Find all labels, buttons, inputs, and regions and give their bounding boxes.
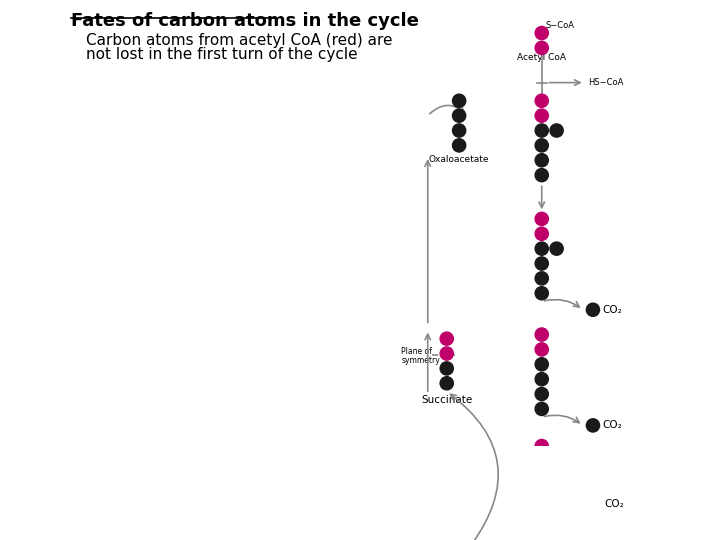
Text: Acetyl CoA: Acetyl CoA — [517, 53, 566, 62]
Circle shape — [535, 328, 549, 341]
Text: Plane of: Plane of — [401, 347, 432, 355]
Circle shape — [452, 109, 466, 122]
Circle shape — [535, 242, 549, 255]
Text: Carbon atoms from acetyl CoA (red) are: Carbon atoms from acetyl CoA (red) are — [86, 33, 392, 48]
Circle shape — [535, 357, 549, 371]
Text: CO₂: CO₂ — [603, 421, 623, 430]
Circle shape — [535, 257, 549, 270]
Circle shape — [535, 287, 549, 300]
Text: Fates of carbon atoms in the cycle: Fates of carbon atoms in the cycle — [71, 12, 419, 30]
Circle shape — [535, 227, 549, 240]
Circle shape — [535, 402, 549, 415]
Circle shape — [535, 454, 549, 468]
Circle shape — [586, 303, 600, 316]
Text: not lost in the first turn of the cycle: not lost in the first turn of the cycle — [86, 47, 357, 62]
Circle shape — [452, 94, 466, 107]
Circle shape — [535, 26, 549, 39]
Circle shape — [535, 41, 549, 55]
Circle shape — [535, 387, 549, 401]
Circle shape — [535, 212, 549, 226]
Circle shape — [440, 362, 454, 375]
Circle shape — [535, 168, 549, 182]
Circle shape — [586, 419, 600, 432]
Text: Oxaloacetate: Oxaloacetate — [429, 156, 490, 164]
Circle shape — [550, 242, 563, 255]
Circle shape — [535, 109, 549, 122]
Text: Succinate: Succinate — [421, 395, 472, 405]
Text: CO₂: CO₂ — [603, 305, 623, 315]
Circle shape — [535, 440, 549, 453]
Circle shape — [588, 497, 601, 510]
Circle shape — [535, 484, 549, 497]
Circle shape — [535, 272, 549, 285]
Circle shape — [535, 469, 549, 482]
Circle shape — [535, 154, 549, 167]
Circle shape — [535, 94, 549, 107]
Circle shape — [463, 488, 477, 501]
Circle shape — [463, 532, 477, 540]
Circle shape — [440, 332, 454, 345]
Circle shape — [440, 347, 454, 360]
Text: HS−CoA: HS−CoA — [588, 78, 624, 87]
Circle shape — [535, 343, 549, 356]
Circle shape — [452, 139, 466, 152]
Circle shape — [463, 517, 477, 530]
Circle shape — [440, 377, 454, 390]
Circle shape — [535, 139, 549, 152]
Text: CO₂: CO₂ — [605, 499, 624, 509]
Circle shape — [463, 502, 477, 516]
Circle shape — [452, 124, 466, 137]
Circle shape — [535, 373, 549, 386]
Circle shape — [535, 124, 549, 137]
Text: symmetry: symmetry — [401, 356, 440, 364]
Text: S−CoA: S−CoA — [546, 21, 575, 30]
Circle shape — [550, 124, 563, 137]
